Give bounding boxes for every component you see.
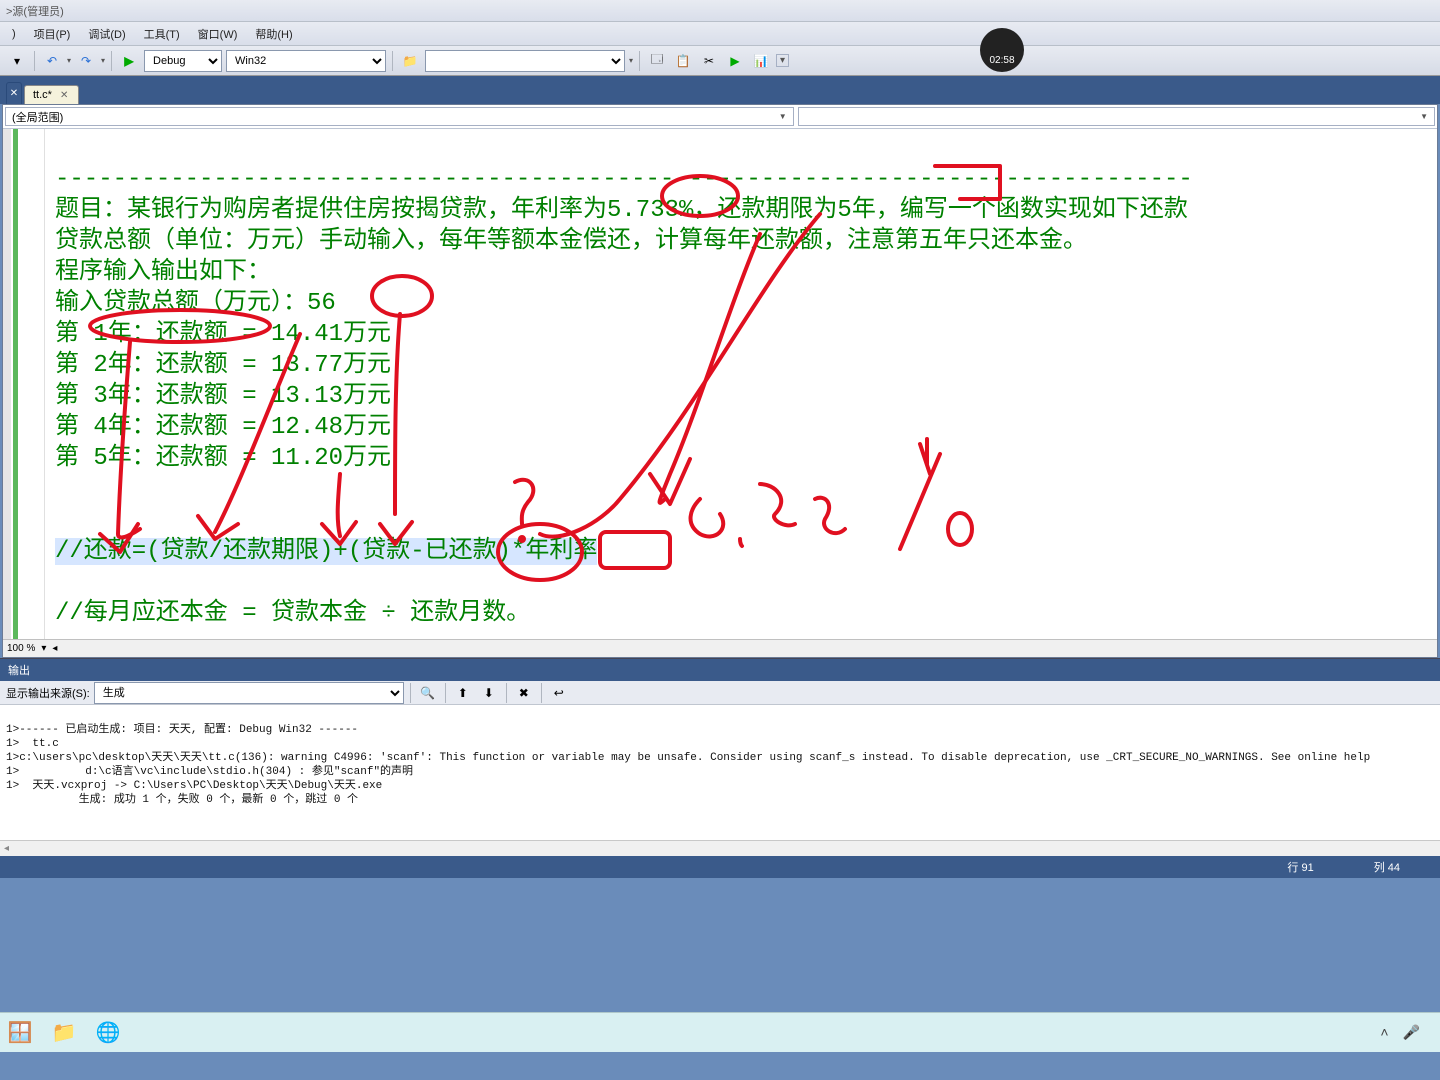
- status-col: 列 44: [1374, 859, 1400, 875]
- toolbar-separator: [445, 683, 446, 703]
- scope-dropdown-right[interactable]: ▼: [798, 107, 1435, 126]
- menu-debug[interactable]: 调试(D): [80, 24, 133, 44]
- scope-dropdown-left[interactable]: (全局范围) ▼: [5, 107, 794, 126]
- output-hscroll[interactable]: ◂: [0, 840, 1440, 856]
- output-source-select[interactable]: 生成: [94, 682, 404, 704]
- menu-tools[interactable]: 工具(T): [136, 24, 188, 44]
- code-line: 第 4年：还款额 = 12.48万元: [55, 414, 391, 441]
- output-text[interactable]: 1>------ 已启动生成: 项目: 天天, 配置: Debug Win32 …: [0, 705, 1440, 840]
- start-debug-button[interactable]: ▶: [118, 50, 140, 72]
- tab-well-dropdown-icon[interactable]: ✕: [6, 82, 22, 104]
- output-prev-icon[interactable]: ⬆: [452, 682, 474, 704]
- os-taskbar: 🪟 📁 🌐 ˄ 🎤: [0, 1012, 1440, 1052]
- code-line: 第 2年：还款额 = 13.77万元: [55, 352, 391, 379]
- main-toolbar: ▾ ↶ ▾ ↷ ▾ ▶ Debug Win32 📁 ▾ 🗔 📋 ✂ ▶ 📊 ▾: [0, 46, 1440, 76]
- menu-edge[interactable]: ): [4, 26, 24, 42]
- output-source-label: 显示输出来源(S):: [6, 685, 90, 701]
- screen-recorder-timer[interactable]: 02:58: [980, 28, 1024, 72]
- output-line: 1>------ 已启动生成: 项目: 天天, 配置: Debug Win32 …: [6, 724, 358, 736]
- config-select[interactable]: Debug: [144, 50, 222, 72]
- toolbar-separator: [34, 51, 35, 71]
- toolbar-separator: [410, 683, 411, 703]
- output-line: 1> 天天.vcxproj -> C:\Users\PC\Desktop\天天\…: [6, 780, 382, 792]
- tool-icon-1[interactable]: 🗔: [646, 50, 668, 72]
- editor-window: (全局范围) ▼ ▼ -----------------------------…: [2, 104, 1438, 658]
- code-line: 第 5年：还款额 = 11.20万元: [55, 445, 391, 472]
- scope-left-value: (全局范围): [12, 109, 63, 125]
- code-line: 输入贷款总额（万元）：56: [55, 290, 336, 317]
- undo-split-icon[interactable]: ▾: [67, 56, 71, 65]
- editor-gutter: [3, 129, 45, 639]
- code-line: 第 3年：还款额 = 13.13万元: [55, 383, 391, 410]
- toolbar-separator: [392, 51, 393, 71]
- toolbar-separator: [541, 683, 542, 703]
- menu-project[interactable]: 项目(P): [26, 24, 79, 44]
- tool-icon-4[interactable]: ▶: [724, 50, 746, 72]
- tool-icon-3[interactable]: ✂: [698, 50, 720, 72]
- code-line: 第 1年：还款额 = 14.41万元: [55, 321, 391, 348]
- menu-bar: ) 项目(P) 调试(D) 工具(T) 窗口(W) 帮助(H): [0, 22, 1440, 46]
- find-select[interactable]: [425, 50, 625, 72]
- chevron-down-icon: ▼: [779, 112, 787, 121]
- menu-window[interactable]: 窗口(W): [190, 24, 246, 44]
- navigation-bar: (全局范围) ▼ ▼: [3, 105, 1437, 129]
- taskbar-app-icon[interactable]: 🪟: [6, 1019, 34, 1047]
- redo-split-icon[interactable]: ▾: [101, 56, 105, 65]
- document-tab-strip: ✕ tt.c* ✕: [0, 76, 1440, 104]
- editor-zoom-bar: 100 % ▾ ◂: [3, 639, 1437, 657]
- hscroll-left-icon[interactable]: ◂: [52, 643, 57, 654]
- output-wrap-icon[interactable]: ↩: [548, 682, 570, 704]
- output-panel: 输出 显示输出来源(S): 生成 🔍 ⬆ ⬇ ✖ ↩ 1>------ 已启动生…: [0, 658, 1440, 856]
- code-editor[interactable]: ----------------------------------------…: [3, 129, 1437, 639]
- find-split-icon[interactable]: ▾: [629, 56, 633, 65]
- output-line: 1>c:\users\pc\desktop\天天\天天\tt.c(136): w…: [6, 752, 1370, 764]
- code-line-selected: //还款=(贷款/还款期限)+(贷款-已还款)*年利率: [55, 538, 597, 565]
- code-line: 贷款总额（单位：万元）手动输入，每年等额本金偿还，计算每年还款额，注意第五年只还…: [55, 228, 1087, 255]
- zoom-level[interactable]: 100 %: [7, 643, 35, 654]
- status-line: 行 91: [1287, 859, 1313, 875]
- code-line: ----------------------------------------…: [55, 166, 1193, 193]
- undo-button[interactable]: ↶: [41, 50, 63, 72]
- code-line: 程序输入输出如下：: [55, 259, 271, 286]
- toolbar-separator: [639, 51, 640, 71]
- overflow-icon[interactable]: ▾: [776, 54, 789, 67]
- tool-icon-2[interactable]: 📋: [672, 50, 694, 72]
- output-toolbar: 显示输出来源(S): 生成 🔍 ⬆ ⬇ ✖ ↩: [0, 681, 1440, 705]
- tab-label: tt.c*: [33, 89, 52, 101]
- menu-help[interactable]: 帮助(H): [247, 24, 300, 44]
- platform-select[interactable]: Win32: [226, 50, 386, 72]
- edge-browser-icon[interactable]: 🌐: [94, 1019, 122, 1047]
- tool-icon-5[interactable]: 📊: [750, 50, 772, 72]
- timer-value: 02:58: [989, 55, 1014, 66]
- zoom-chevron-icon[interactable]: ▾: [41, 643, 46, 654]
- status-bar: 行 91 列 44: [0, 856, 1440, 878]
- toolbar-dropdown-icon[interactable]: ▾: [6, 50, 28, 72]
- code-line: //每月应还本金 = 贷款本金 ÷ 还款月数。: [55, 600, 530, 627]
- output-find-icon[interactable]: 🔍: [417, 682, 439, 704]
- tray-chevron-icon[interactable]: ˄: [1380, 1024, 1388, 1041]
- chevron-down-icon: ▼: [1420, 112, 1428, 121]
- output-line: 1> tt.c: [6, 738, 59, 750]
- output-panel-title: 输出: [0, 659, 1440, 681]
- output-line: 1> d:\c语言\vc\include\stdio.h(304) : 参见"s…: [6, 766, 413, 778]
- background-region: [0, 878, 1440, 1012]
- system-tray: ˄ 🎤: [1380, 1024, 1434, 1041]
- window-title: >源(管理员): [6, 3, 64, 19]
- editor-region: ✕ tt.c* ✕ (全局范围) ▼ ▼ -------------------…: [0, 76, 1440, 658]
- toolbar-separator: [111, 51, 112, 71]
- output-clear-icon[interactable]: ✖: [513, 682, 535, 704]
- toolbar-separator: [506, 683, 507, 703]
- file-explorer-icon[interactable]: 📁: [50, 1019, 78, 1047]
- output-line: 生成: 成功 1 个，失败 0 个，最新 0 个，跳过 0 个: [6, 794, 358, 806]
- tray-mic-icon[interactable]: 🎤: [1403, 1024, 1420, 1041]
- window-title-bar: >源(管理员): [0, 0, 1440, 22]
- code-text-area[interactable]: ----------------------------------------…: [45, 129, 1437, 639]
- code-line: 题目：某银行为购房者提供住房按揭贷款，年利率为5.733%，还款期限为5年，编写…: [55, 197, 1188, 224]
- redo-button[interactable]: ↷: [75, 50, 97, 72]
- folder-icon[interactable]: 📁: [399, 50, 421, 72]
- document-tab-active[interactable]: tt.c* ✕: [24, 85, 79, 104]
- output-next-icon[interactable]: ⬇: [478, 682, 500, 704]
- close-tab-icon[interactable]: ✕: [58, 90, 70, 101]
